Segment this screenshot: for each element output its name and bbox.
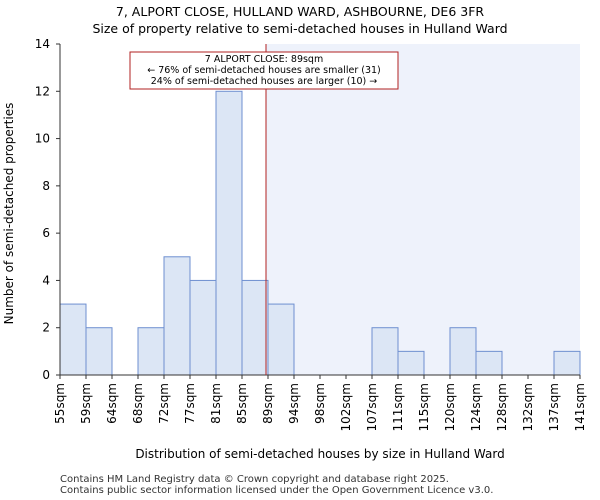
y-tick-label: 8 xyxy=(42,179,50,193)
x-tick-label-72sqm: 72sqm xyxy=(157,383,171,424)
x-tick-label-68sqm: 68sqm xyxy=(131,383,145,424)
x-tick-label-141sqm: 141sqm xyxy=(573,383,587,431)
x-axis-label: Distribution of semi-detached houses by … xyxy=(135,447,504,461)
x-tick-label-98sqm: 98sqm xyxy=(313,383,327,424)
x-tick-label-132sqm: 132sqm xyxy=(521,383,535,431)
x-tick-label-102sqm: 102sqm xyxy=(339,383,353,431)
bar-68sqm xyxy=(137,327,165,376)
x-tick-label-77sqm: 77sqm xyxy=(183,383,197,424)
bar-89sqm xyxy=(267,303,295,376)
footer-line-2: Contains public sector information licen… xyxy=(60,485,494,496)
bar-55sqm xyxy=(59,303,87,376)
y-tick-label: 2 xyxy=(42,321,50,335)
bar-59sqm xyxy=(85,327,113,376)
x-tick-label-85sqm: 85sqm xyxy=(235,383,249,424)
y-tick-label: 14 xyxy=(35,37,50,51)
chart-title: 7, ALPORT CLOSE, HULLAND WARD, ASHBOURNE… xyxy=(115,4,485,19)
x-tick-label-64sqm: 64sqm xyxy=(105,383,119,424)
x-tick-label-55sqm: 55sqm xyxy=(53,383,67,424)
annotation-box xyxy=(129,51,399,90)
bar-107sqm xyxy=(371,327,399,376)
bar-85sqm xyxy=(241,279,269,376)
chart-subtitle: Size of property relative to semi-detach… xyxy=(92,21,508,36)
x-tick-label-59sqm: 59sqm xyxy=(79,383,93,424)
annotation-line-1: 7 ALPORT CLOSE: 89sqm xyxy=(205,54,323,65)
y-tick-label: 0 xyxy=(42,368,50,382)
x-tick-label-137sqm: 137sqm xyxy=(547,383,561,431)
x-tick-label-94sqm: 94sqm xyxy=(287,383,301,424)
y-tick-label: 6 xyxy=(42,226,50,240)
annotation-line-2: ← 76% of semi-detached houses are smalle… xyxy=(147,65,381,76)
y-tick-label: 12 xyxy=(35,84,50,98)
y-axis-label: Number of semi-detached properties xyxy=(2,103,16,325)
x-tick-label-81sqm: 81sqm xyxy=(209,383,223,424)
bar-124sqm xyxy=(475,350,503,376)
bar-72sqm xyxy=(163,256,191,376)
x-tick-label-111sqm: 111sqm xyxy=(391,383,405,431)
x-tick-label-115sqm: 115sqm xyxy=(417,383,431,431)
annotation-line-3: 24% of semi-detached houses are larger (… xyxy=(151,76,378,87)
x-tick-label-120sqm: 120sqm xyxy=(443,383,457,431)
x-tick-label-128sqm: 128sqm xyxy=(495,383,509,431)
x-tick-label-89sqm: 89sqm xyxy=(261,383,275,424)
bar-120sqm xyxy=(449,327,477,376)
x-tick-label-124sqm: 124sqm xyxy=(469,383,483,431)
bar-77sqm xyxy=(189,279,217,376)
y-tick-label: 10 xyxy=(35,132,50,146)
y-tick-label: 4 xyxy=(42,273,50,287)
x-tick-label-107sqm: 107sqm xyxy=(365,383,379,431)
bar-81sqm xyxy=(215,90,243,376)
bar-137sqm xyxy=(553,350,581,376)
footer-line-1: Contains HM Land Registry data © Crown c… xyxy=(60,474,449,485)
larger-region-shade xyxy=(266,44,580,375)
bar-111sqm xyxy=(397,350,425,376)
